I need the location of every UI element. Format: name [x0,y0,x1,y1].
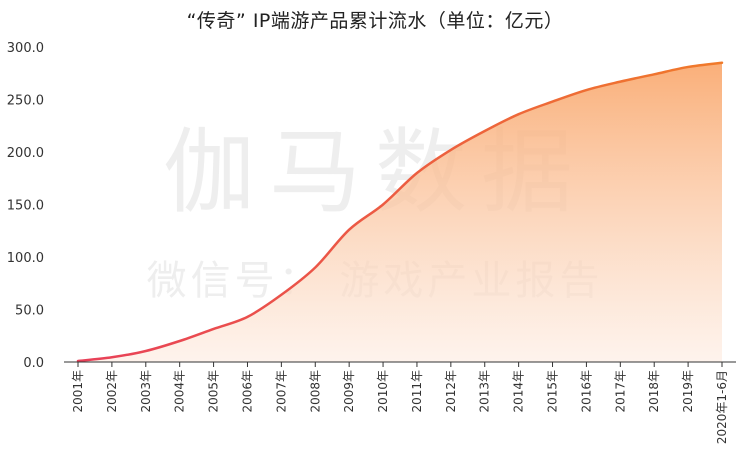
x-tick-label: 2020年1-6月 [715,370,729,444]
series-line [76,61,724,363]
y-tick-label: 200.0 [7,146,44,161]
y-tick-label: 250.0 [7,94,44,109]
x-tick-label: 2008年 [308,370,322,413]
y-tick-label: 300.0 [7,41,44,56]
area-fill [78,62,722,362]
x-tick-label: 2017年 [613,370,627,413]
x-tick-label: 2019年 [681,370,695,413]
y-axis: 0.0 50.0 100.0 150.0 200.0 250.0 300.0 [7,41,44,371]
x-tick-label: 2007年 [274,370,288,413]
x-tick-label: 2002年 [105,370,119,413]
x-tick-label: 2016年 [579,370,593,413]
x-tick-label: 2009年 [342,370,356,413]
y-tick-label: 50.0 [15,304,44,319]
chart-title: “传奇” IP端游产品累计流水（单位：亿元） [186,10,564,32]
x-tick-label: 2012年 [444,370,458,413]
x-tick-label: 2003年 [139,370,153,413]
x-tick-label: 2010年 [376,370,390,413]
x-tick-label: 2006年 [240,370,254,413]
x-tick-label: 2015年 [546,370,560,413]
x-axis: 2001年 2002年 2003年 2004年 2005年 2006年 2007年 2008年… [64,361,736,444]
x-tick-label: 2011年 [410,370,424,413]
y-tick-label: 100.0 [7,251,44,266]
x-tick-label: 2004年 [173,370,187,413]
x-tick-label: 2018年 [647,370,661,413]
x-tick-label: 2005年 [207,370,221,413]
y-tick-label: 150.0 [7,199,44,214]
y-tick-label: 0.0 [23,356,44,371]
x-tick-label: 2001年 [71,370,85,413]
x-tick-label: 2013年 [478,370,492,413]
x-tick-label: 2014年 [512,370,526,413]
plot-area [76,61,724,363]
